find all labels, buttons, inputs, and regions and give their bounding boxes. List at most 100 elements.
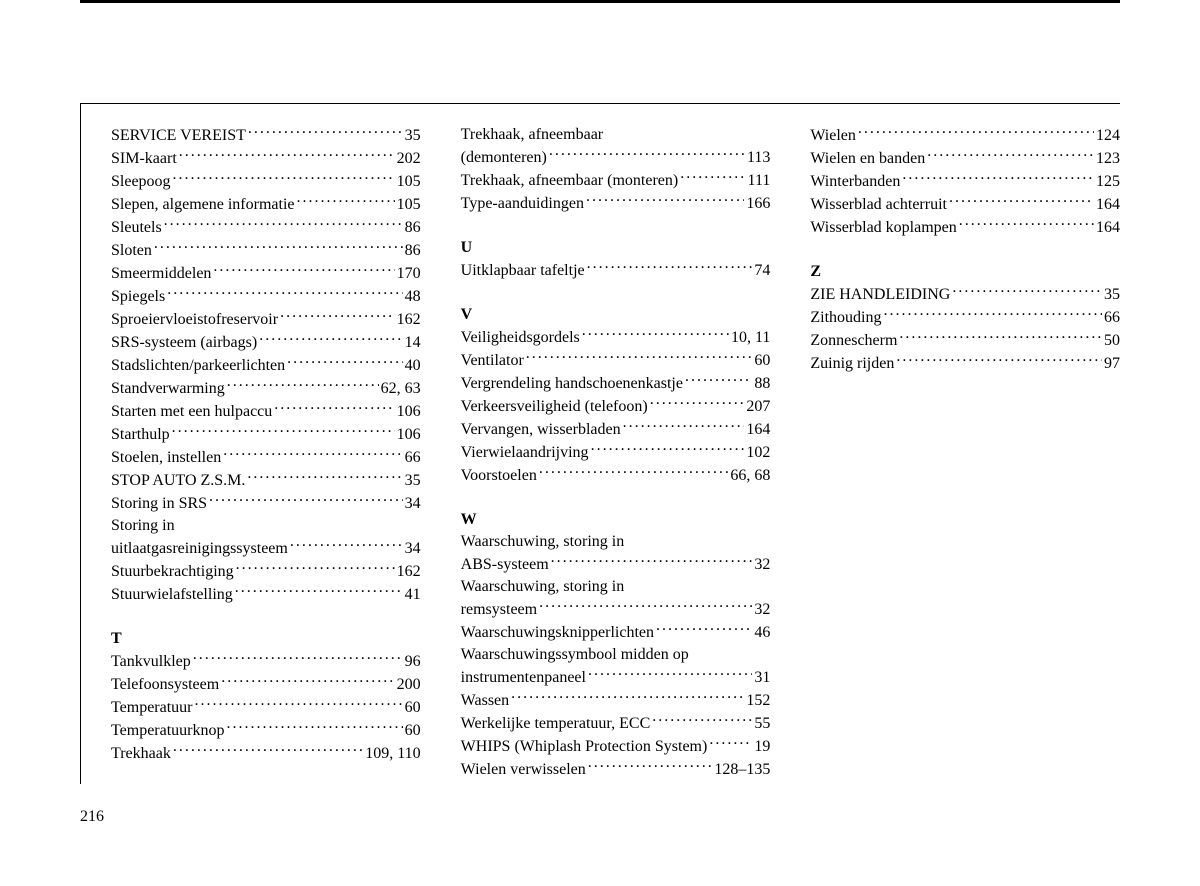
index-term: Vierwielaandrijving [461, 442, 589, 464]
leader-dots [247, 469, 402, 485]
index-term: Tankvulklep [111, 651, 191, 673]
index-page-ref: 10, 11 [731, 327, 770, 349]
index-term: Slepen, algemene informatie [111, 194, 294, 216]
index-entry-continuation: Trekhaak, afneembaar [461, 124, 771, 146]
leader-dots [236, 560, 395, 576]
index-entry: Spiegels48 [111, 285, 421, 308]
index-entry: ZIE HANDLEIDING35 [810, 283, 1120, 306]
index-entry-continuation: Waarschuwingssymbool midden op [461, 644, 771, 666]
index-page-ref: 55 [754, 713, 770, 735]
index-term: uitlaatgasreinigingssysteem [111, 538, 288, 560]
index-entry: Sleepoog105 [111, 170, 421, 193]
index-page: SERVICE VEREIST35SIM-kaart202Sleepoog105… [0, 0, 1200, 886]
index-page-ref: 66 [1104, 307, 1120, 329]
index-term: Smeermiddelen [111, 263, 211, 285]
index-page-ref: 102 [746, 442, 770, 464]
index-entry: instrumentenpaneel31 [461, 666, 771, 689]
leader-dots [280, 308, 395, 324]
index-entry: Stoelen, instellen66 [111, 446, 421, 469]
index-entry: STOP AUTO Z.S.M. 35 [111, 469, 421, 492]
index-term: Wassen [461, 690, 509, 712]
index-columns: SERVICE VEREIST35SIM-kaart202Sleepoog105… [111, 124, 1120, 781]
leader-dots [858, 124, 1094, 140]
leader-dots [296, 193, 394, 209]
index-page-ref: 105 [397, 194, 421, 216]
index-term: Winterbanden [810, 171, 900, 193]
index-page-ref: 48 [405, 286, 421, 308]
index-term: Zonnescherm [810, 330, 897, 352]
index-entry: Stadslichten/parkeerlichten 40 [111, 354, 421, 377]
section-letter: V [461, 304, 771, 326]
rule-inner: SERVICE VEREIST35SIM-kaart202Sleepoog105… [80, 103, 1120, 784]
index-entry: Zithouding66 [810, 306, 1120, 329]
leader-dots [227, 719, 403, 735]
index-entry: Veiligheidsgordels10, 11 [461, 326, 771, 349]
section-letter: W [461, 509, 771, 531]
index-entry: SIM-kaart202 [111, 147, 421, 170]
index-term: STOP AUTO Z.S.M. [111, 470, 245, 492]
leader-dots [526, 349, 753, 365]
index-page-ref: 40 [405, 355, 421, 377]
index-term: (demonteren) [461, 147, 547, 169]
index-entry: SERVICE VEREIST35 [111, 124, 421, 147]
index-entry: Wassen152 [461, 689, 771, 712]
index-entry: Starthulp106 [111, 423, 421, 446]
index-entry: Werkelijke temperatuur, ECC55 [461, 712, 771, 735]
index-entry: Waarschuwingsknipperlichten46 [461, 621, 771, 644]
index-entry: Stuurbekrachtiging162 [111, 560, 421, 583]
index-page-ref: 200 [397, 674, 421, 696]
leader-dots [709, 735, 752, 751]
index-page-ref: 207 [746, 396, 770, 418]
index-page-ref: 128–135 [714, 759, 770, 781]
index-entry: Stuurwielafstelling41 [111, 583, 421, 606]
index-entry: Wielen verwisselen128–135 [461, 758, 771, 781]
leader-dots [927, 147, 1094, 163]
index-entry: Slepen, algemene informatie 105 [111, 193, 421, 216]
index-page-ref: 106 [397, 401, 421, 423]
leader-dots [213, 262, 394, 278]
page-number: 216 [80, 808, 104, 826]
index-term: Waarschuwingsknipperlichten [461, 622, 654, 644]
index-entry-continuation: Waarschuwing, storing in [461, 531, 771, 553]
index-entry-continuation: Waarschuwing, storing in [461, 576, 771, 598]
index-page-ref: 35 [405, 470, 421, 492]
leader-dots [623, 418, 745, 434]
index-term: Stoelen, instellen [111, 447, 221, 469]
index-term: remsysteem [461, 599, 537, 621]
leader-dots [173, 170, 395, 186]
index-term: SRS-systeem (airbags) [111, 332, 257, 354]
index-page-ref: 125 [1096, 171, 1120, 193]
index-page-ref: 14 [405, 332, 421, 354]
leader-dots [167, 285, 402, 301]
index-entry: Ventilator60 [461, 349, 771, 372]
index-entry-continuation: Storing in [111, 515, 421, 537]
leader-dots [173, 742, 363, 758]
leader-dots [896, 352, 1102, 368]
index-page-ref: 105 [397, 171, 421, 193]
index-page-ref: 164 [1096, 194, 1120, 216]
index-term: Uitklapbaar tafeltje [461, 260, 585, 282]
index-entry: remsysteem32 [461, 598, 771, 621]
leader-dots [227, 377, 379, 393]
index-term: Stadslichten/parkeerlichten [111, 355, 285, 377]
index-entry: Zuinig rijden97 [810, 352, 1120, 375]
index-page-ref: 111 [748, 170, 771, 192]
leader-dots [952, 283, 1102, 299]
leader-dots [172, 423, 395, 439]
index-page-ref: 123 [1096, 148, 1120, 170]
leader-dots [650, 395, 745, 411]
index-entry: Smeermiddelen170 [111, 262, 421, 285]
index-page-ref: 34 [405, 538, 421, 560]
index-page-ref: 162 [397, 561, 421, 583]
index-entry: Uitklapbaar tafeltje74 [461, 259, 771, 282]
index-page-ref: 202 [397, 148, 421, 170]
index-page-ref: 32 [754, 554, 770, 576]
index-term: SERVICE VEREIST [111, 125, 246, 147]
index-term: Trekhaak [111, 743, 171, 765]
index-column-3: Wielen124Wielen en banden123Winterbanden… [810, 124, 1120, 781]
rule-outer: SERVICE VEREIST35SIM-kaart202Sleepoog105… [80, 0, 1120, 784]
leader-dots [539, 598, 752, 614]
leader-dots [549, 146, 745, 162]
index-entry: Temperatuurknop60 [111, 719, 421, 742]
index-entry: Wisserblad koplampen164 [810, 216, 1120, 239]
